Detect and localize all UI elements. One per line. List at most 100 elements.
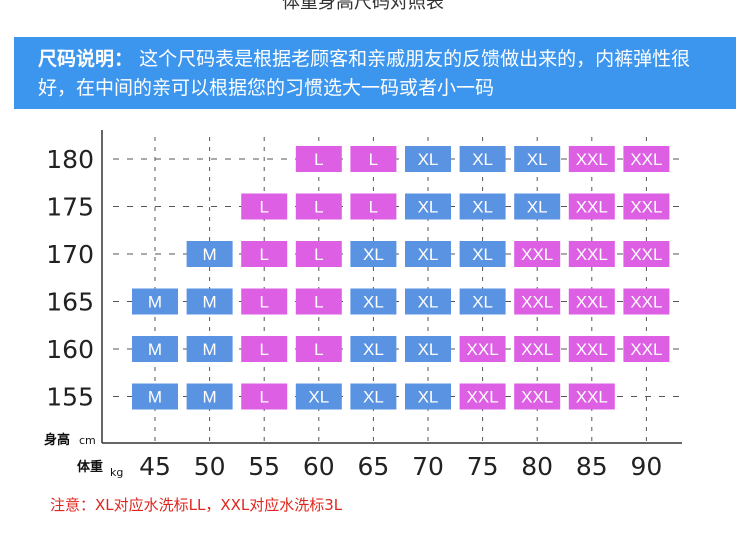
size-cell-xxl — [514, 241, 561, 267]
y-tick-label: 180 — [46, 145, 94, 174]
y-tick-label: 165 — [46, 288, 94, 317]
size-cell-l — [295, 193, 342, 220]
size-cell-l — [350, 193, 397, 220]
size-cell-label: XL — [472, 150, 493, 169]
size-cell-label: XL — [418, 340, 439, 359]
size-cell-xxl — [623, 336, 670, 362]
size-cell-m — [186, 241, 233, 267]
size-cell-label: XL — [418, 293, 439, 312]
size-cell-xl — [405, 193, 451, 220]
size-cell-m — [132, 336, 178, 362]
note-text: 注意：XL对应水洗标LL，XXL对应水洗标3L — [50, 496, 343, 514]
size-cell-xxl — [459, 336, 506, 362]
size-cell-xxl — [568, 146, 615, 172]
size-cell-xl — [405, 336, 451, 362]
y-axis-label: 身高 — [44, 432, 70, 448]
size-cell-xl — [350, 288, 397, 315]
x-tick-label: 60 — [303, 452, 335, 481]
size-cell-label: XXL — [576, 150, 608, 169]
size-cell-label: XXL — [576, 340, 608, 359]
size-cell-xl — [459, 146, 506, 172]
size-cell-label: XXL — [576, 245, 608, 264]
size-cell-xxl — [568, 193, 615, 220]
size-cell-label: L — [314, 150, 323, 169]
size-cell-xxl — [568, 241, 615, 267]
size-cell-label: XL — [472, 293, 493, 312]
size-cell-xl — [405, 288, 451, 315]
y-tick-label: 155 — [46, 383, 94, 412]
size-cell-label: L — [314, 293, 323, 312]
size-cell-label: XL — [418, 198, 439, 217]
x-tick-label: 55 — [248, 452, 280, 481]
size-cell-label: XXL — [521, 388, 553, 407]
x-tick-label: 90 — [630, 452, 662, 481]
size-cell-m — [186, 383, 233, 410]
cropped-title: 体重身高尺码对照表 — [282, 0, 444, 10]
size-cell-label: XXL — [521, 293, 553, 312]
size-cell-label: XL — [472, 198, 493, 217]
size-cell-label: XL — [418, 150, 439, 169]
size-cell-label: L — [314, 340, 323, 359]
size-cell-xl — [405, 146, 451, 172]
size-cell-xxl — [623, 146, 670, 172]
size-cell-xxl — [568, 288, 615, 315]
size-cell-l — [350, 146, 397, 172]
size-cell-label: M — [148, 293, 162, 312]
size-cell-label: XXL — [521, 340, 553, 359]
x-tick-label: 70 — [412, 452, 444, 481]
size-cell-label: XL — [363, 340, 384, 359]
size-cell-l — [241, 288, 288, 315]
size-cell-label: XL — [472, 245, 493, 264]
size-cell-xl — [295, 383, 342, 410]
y-tick-label: 160 — [46, 335, 94, 364]
x-tick-label: 80 — [521, 452, 553, 481]
size-cell-l — [241, 193, 288, 220]
size-cell-xl — [350, 383, 397, 410]
size-cell-l — [295, 336, 342, 362]
y-tick-label: 175 — [46, 193, 94, 222]
size-cell-l — [241, 383, 288, 410]
size-cell-label: XXL — [521, 245, 553, 264]
size-cell-label: L — [259, 388, 268, 407]
x-tick-label: 85 — [576, 452, 608, 481]
size-cell-xl — [459, 193, 506, 220]
size-cell-label: L — [369, 198, 378, 217]
size-cell-label: L — [314, 245, 323, 264]
size-cell-xxl — [459, 383, 506, 410]
size-cell-xl — [459, 288, 506, 315]
size-cell-l — [241, 241, 288, 267]
x-tick-label: 50 — [194, 452, 226, 481]
size-cell-l — [295, 288, 342, 315]
size-cell-xl — [514, 146, 561, 172]
size-cell-label: XXL — [467, 388, 499, 407]
size-cell-l — [295, 241, 342, 267]
cropped-title-strip: 体重身高尺码对照表 — [0, 0, 750, 10]
size-cell-label: XXL — [467, 340, 499, 359]
size-cell-xl — [405, 241, 451, 267]
banner-text: 这个尺码表是根据老顾客和亲戚朋友的反馈做出来的，内裤弹性很好，在中间的亲可以根据… — [38, 48, 691, 99]
size-cell-label: L — [314, 198, 323, 217]
size-cell-xl — [350, 241, 397, 267]
size-cell-label: XXL — [630, 150, 662, 169]
size-cell-label: M — [203, 340, 217, 359]
size-cell-xl — [350, 336, 397, 362]
size-cell-label: XXL — [576, 388, 608, 407]
size-cell-label: XL — [527, 198, 548, 217]
size-cell-label: M — [203, 293, 217, 312]
size-cell-l — [295, 146, 342, 172]
size-cell-l — [241, 336, 288, 362]
size-cell-label: XL — [308, 388, 329, 407]
size-cell-label: L — [369, 150, 378, 169]
size-cell-label: XL — [418, 245, 439, 264]
size-cell-label: XXL — [576, 198, 608, 217]
size-cell-label: XL — [363, 388, 384, 407]
size-cell-label: XXL — [630, 340, 662, 359]
banner-lead: 尺码说明： — [38, 48, 134, 70]
size-cell-xxl — [623, 193, 670, 220]
size-cell-label: XL — [418, 388, 439, 407]
size-cell-label: M — [203, 388, 217, 407]
size-cell-label: L — [259, 245, 268, 264]
size-cell-label: M — [148, 340, 162, 359]
size-cell-label: XXL — [630, 293, 662, 312]
